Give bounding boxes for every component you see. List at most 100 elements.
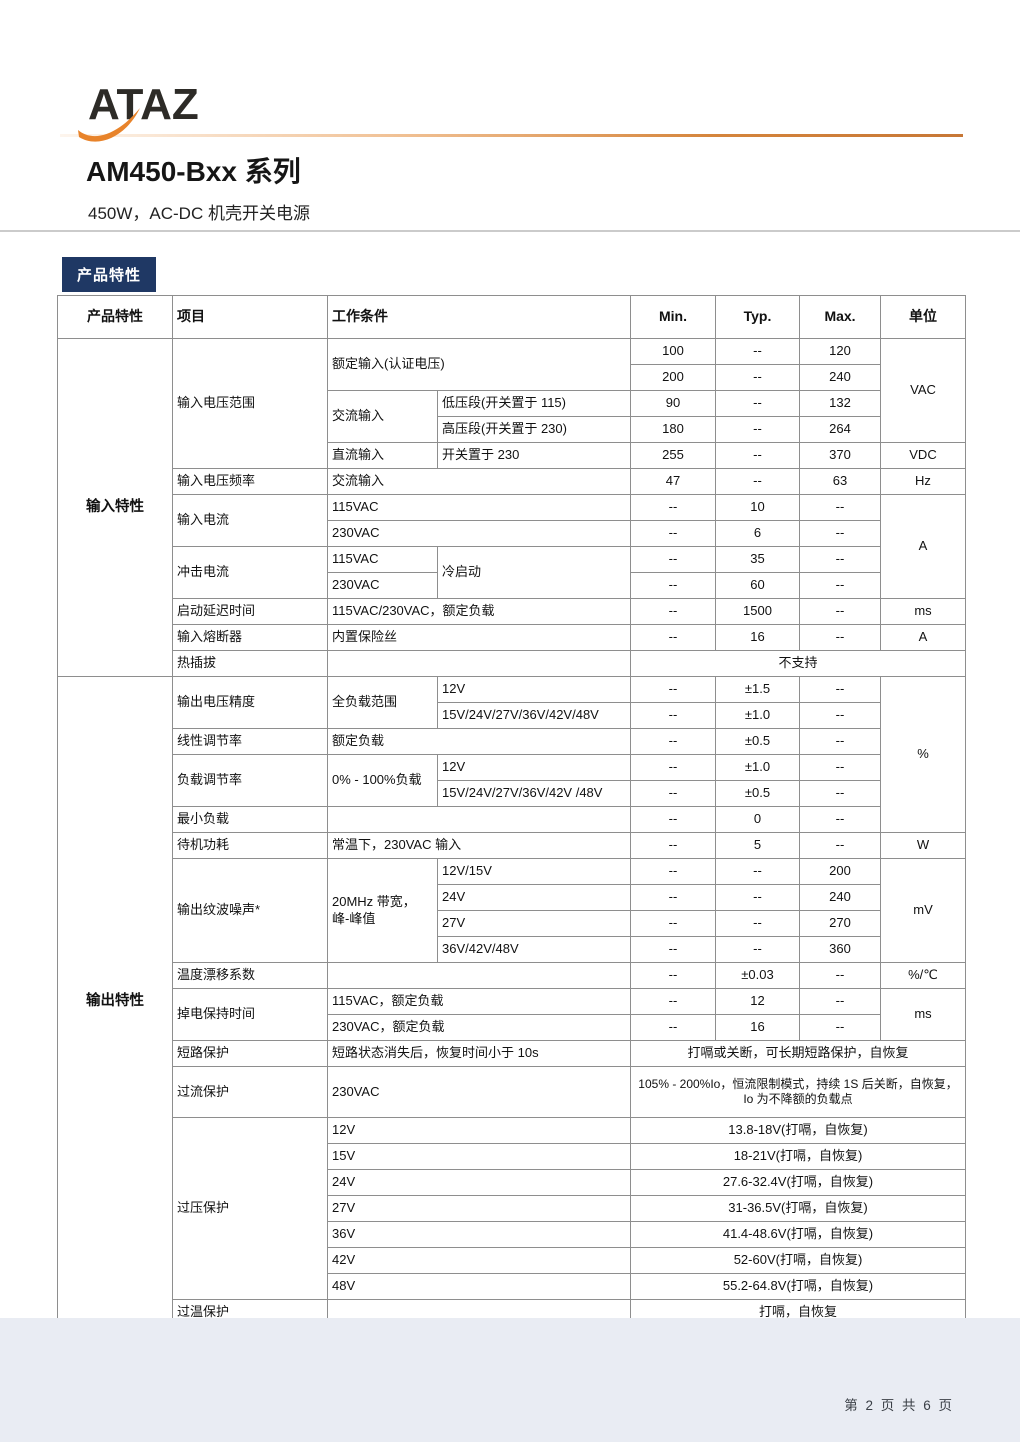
- col-header-max: Max.: [799, 295, 881, 339]
- table-row: 15V/24V/27V/36V/42V /48V -- ±0.5 --: [58, 780, 966, 807]
- cell-min: --: [630, 988, 716, 1015]
- cell-min: --: [630, 702, 716, 729]
- table-row: 230VAC -- 6 --: [58, 520, 966, 547]
- table-row: 输入熔断器 内置保险丝 -- 16 -- A: [58, 624, 966, 651]
- cell-condition: 42V: [327, 1247, 631, 1274]
- cell-value-span: 27.6-32.4V(打嗝，自恢复): [630, 1169, 966, 1196]
- cell-max: 63: [799, 468, 881, 495]
- section-label-output: 输出特性: [57, 676, 173, 1326]
- cell-item: 输入熔断器: [172, 624, 328, 651]
- cell-typ: ±1.0: [715, 702, 800, 729]
- cell-typ: 16: [715, 1014, 800, 1041]
- cell-item: 负载调节率: [172, 754, 328, 807]
- cell-value-span: 52-60V(打嗝，自恢复): [630, 1247, 966, 1274]
- cell-condition: 额定输入(认证电压): [327, 338, 631, 391]
- cell-min: --: [630, 962, 716, 989]
- table-row: 过流保护 230VAC 105% - 200%Io，恒流限制模式，持续 1S 后…: [58, 1066, 966, 1118]
- cell-min: --: [630, 780, 716, 807]
- cell-typ: --: [715, 364, 800, 391]
- cell-typ: 0: [715, 806, 800, 833]
- cell-item: 输出纹波噪声*: [172, 858, 328, 963]
- cell-item: 温度漂移系数: [172, 962, 328, 989]
- table-header-row: 产品特性 项目 工作条件 Min. Typ. Max. 单位: [57, 295, 966, 339]
- cell-typ: 5: [715, 832, 800, 859]
- table-row: 230VAC，额定负载 -- 16 --: [58, 1014, 966, 1041]
- cell-max: --: [799, 1014, 881, 1041]
- table-row: 输入特性 输入电压范围 额定输入(认证电压) 100 -- 120 VAC: [57, 338, 966, 677]
- cell-condition: 直流输入: [327, 442, 438, 469]
- cell-min: 100: [630, 338, 716, 365]
- cell-condition: 15V: [327, 1143, 631, 1170]
- cell-min: --: [630, 572, 716, 599]
- cell-max: 360: [799, 936, 881, 963]
- cell-typ: ±0.5: [715, 728, 800, 755]
- cell-unit: ms: [880, 988, 966, 1041]
- cell-unit: VAC: [880, 338, 966, 443]
- cell-item: 启动延迟时间: [172, 598, 328, 625]
- table-row: 48V 55.2-64.8V(打嗝，自恢复): [58, 1273, 966, 1300]
- cell-unit: %/℃: [880, 962, 966, 989]
- cell-item: 输入电流: [172, 494, 328, 547]
- cell-condition: 115VAC: [327, 494, 631, 521]
- cell-max: --: [799, 754, 881, 781]
- logo-text: ATAZ: [88, 80, 199, 129]
- cell-value-span: 13.8-18V(打嗝，自恢复): [630, 1117, 966, 1144]
- cell-typ: ±1.0: [715, 754, 800, 781]
- cell-condition: 交流输入: [327, 390, 438, 443]
- cell-max: --: [799, 832, 881, 859]
- cell-item: 短路保护: [172, 1040, 328, 1067]
- table-row: 36V/42V/48V -- -- 360: [58, 936, 966, 963]
- cell-min: --: [630, 728, 716, 755]
- table-row: 42V 52-60V(打嗝，自恢复): [58, 1247, 966, 1274]
- table-row: 输出纹波噪声* 20MHz 带宽，峰-峰值 12V/15V -- -- 200 …: [58, 858, 966, 963]
- cell-min: --: [630, 832, 716, 859]
- spec-table: 产品特性 项目 工作条件 Min. Typ. Max. 单位 输入特性 输入电压…: [57, 295, 966, 1326]
- cell-condition: 冷启动: [437, 546, 631, 599]
- cell-max: --: [799, 988, 881, 1015]
- cell-min: 47: [630, 468, 716, 495]
- page-subtitle: 450W，AC-DC 机壳开关电源: [88, 204, 310, 223]
- cell-typ: ±0.03: [715, 962, 800, 989]
- cell-condition: 24V: [437, 884, 631, 911]
- table-row: 短路保护 短路状态消失后，恢复时间小于 10s 打嗝或关断，可长期短路保护，自恢…: [58, 1040, 966, 1067]
- cell-condition: 0% - 100%负载: [327, 754, 438, 807]
- cell-typ: ±0.5: [715, 780, 800, 807]
- table-row: 200 -- 240: [58, 364, 966, 391]
- cell-value-span: 不支持: [630, 650, 966, 677]
- table-row: 24V 27.6-32.4V(打嗝，自恢复): [58, 1169, 966, 1196]
- cell-condition: 开关置于 230: [437, 442, 631, 469]
- cell-condition: 230VAC: [327, 1066, 631, 1118]
- cell-min: --: [630, 858, 716, 885]
- cell-max: --: [799, 572, 881, 599]
- cell-condition: 115VAC: [327, 546, 438, 573]
- cell-max: --: [799, 962, 881, 989]
- cell-min: --: [630, 884, 716, 911]
- cell-typ: --: [715, 468, 800, 495]
- accent-rule: [60, 134, 963, 137]
- page-title: AM450-Bxx 系列: [86, 156, 301, 187]
- cell-typ: --: [715, 884, 800, 911]
- cell-min: --: [630, 546, 716, 573]
- cell-typ: 6: [715, 520, 800, 547]
- table-row: 15V/24V/27V/36V/42V/48V -- ±1.0 --: [58, 702, 966, 729]
- cell-typ: --: [715, 442, 800, 469]
- company-logo: ATAZ: [78, 78, 278, 142]
- cell-condition: 内置保险丝: [327, 624, 631, 651]
- col-header-item: 项目: [172, 295, 328, 339]
- cell-condition: 12V: [437, 754, 631, 781]
- cell-min: --: [630, 676, 716, 703]
- cell-max: --: [799, 494, 881, 521]
- cell-max: 120: [799, 338, 881, 365]
- cell-typ: ±1.5: [715, 676, 800, 703]
- cell-min: 255: [630, 442, 716, 469]
- cell-max: 264: [799, 416, 881, 443]
- cell-condition: 20MHz 带宽，峰-峰值: [327, 858, 438, 963]
- cell-condition: 230VAC，额定负载: [327, 1014, 631, 1041]
- cell-item: 输入电压频率: [172, 468, 328, 495]
- cell-condition: 36V/42V/48V: [437, 936, 631, 963]
- cell-max: --: [799, 598, 881, 625]
- table-row: 15V 18-21V(打嗝，自恢复): [58, 1143, 966, 1170]
- cell-item: 过压保护: [172, 1117, 328, 1300]
- cell-item: 线性调节率: [172, 728, 328, 755]
- cell-min: --: [630, 494, 716, 521]
